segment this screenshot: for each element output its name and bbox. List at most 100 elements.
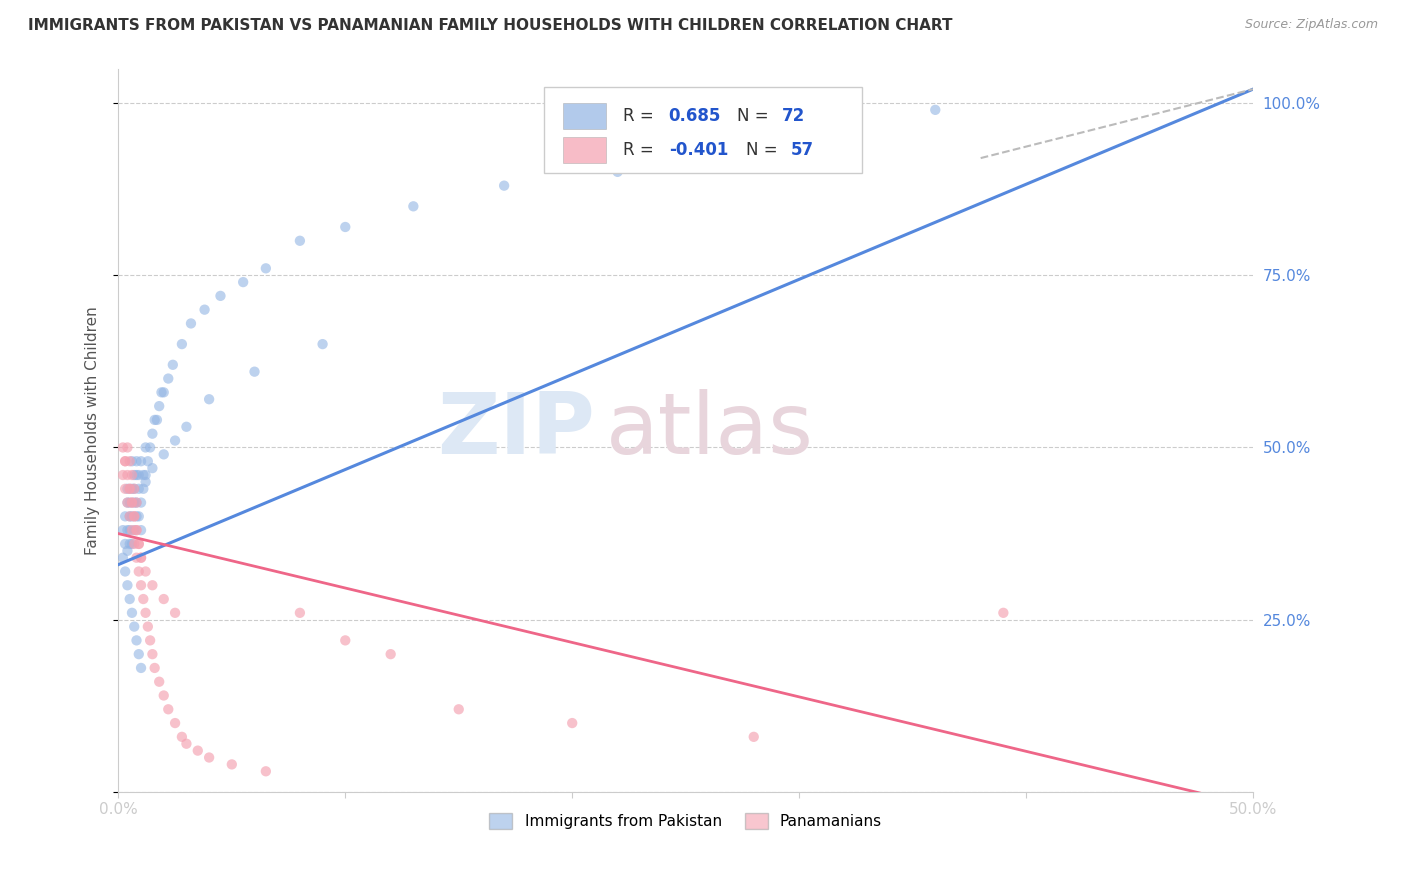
Point bbox=[122, 495, 145, 509]
Point bbox=[118, 495, 141, 509]
Point bbox=[132, 482, 155, 496]
Point bbox=[128, 482, 150, 496]
Point bbox=[118, 482, 141, 496]
Point bbox=[165, 434, 187, 448]
Point bbox=[125, 633, 148, 648]
Point bbox=[121, 606, 143, 620]
Point bbox=[114, 509, 136, 524]
Point bbox=[121, 454, 143, 468]
Point bbox=[143, 661, 166, 675]
Point bbox=[122, 482, 145, 496]
Point bbox=[187, 744, 209, 758]
Text: 0.685: 0.685 bbox=[669, 107, 721, 125]
Point bbox=[139, 633, 162, 648]
Text: N =: N = bbox=[745, 141, 783, 159]
Point bbox=[125, 495, 148, 509]
Point bbox=[114, 454, 136, 468]
Point bbox=[128, 537, 150, 551]
Point bbox=[118, 509, 141, 524]
Point bbox=[121, 509, 143, 524]
Point bbox=[561, 716, 583, 731]
Text: R =: R = bbox=[623, 141, 659, 159]
Text: atlas: atlas bbox=[606, 389, 814, 472]
Point bbox=[121, 495, 143, 509]
Point bbox=[402, 199, 425, 213]
Point bbox=[209, 289, 232, 303]
Point bbox=[243, 365, 266, 379]
Point bbox=[125, 550, 148, 565]
Point bbox=[118, 482, 141, 496]
Point bbox=[117, 544, 139, 558]
Point bbox=[148, 399, 170, 413]
Point bbox=[117, 468, 139, 483]
Legend: Immigrants from Pakistan, Panamanians: Immigrants from Pakistan, Panamanians bbox=[484, 806, 889, 835]
Point bbox=[194, 302, 217, 317]
Point bbox=[114, 537, 136, 551]
Point bbox=[129, 578, 152, 592]
Point bbox=[165, 606, 187, 620]
Point bbox=[111, 441, 134, 455]
FancyBboxPatch shape bbox=[564, 136, 606, 163]
Point bbox=[122, 619, 145, 633]
Point bbox=[117, 482, 139, 496]
Point bbox=[117, 495, 139, 509]
Point bbox=[176, 419, 198, 434]
Point bbox=[122, 509, 145, 524]
Point bbox=[254, 764, 277, 779]
Text: N =: N = bbox=[737, 107, 773, 125]
Point bbox=[132, 468, 155, 483]
Point bbox=[128, 565, 150, 579]
Point bbox=[117, 441, 139, 455]
Point bbox=[125, 468, 148, 483]
Point bbox=[157, 702, 180, 716]
Point bbox=[924, 103, 946, 117]
Point bbox=[170, 337, 193, 351]
FancyBboxPatch shape bbox=[544, 87, 862, 173]
Point bbox=[180, 317, 202, 331]
Point bbox=[152, 689, 174, 703]
Point bbox=[157, 371, 180, 385]
Point bbox=[494, 178, 516, 193]
Text: ZIP: ZIP bbox=[437, 389, 595, 472]
Point bbox=[128, 509, 150, 524]
Point bbox=[111, 523, 134, 537]
Point bbox=[118, 454, 141, 468]
Point bbox=[288, 234, 311, 248]
Point bbox=[152, 385, 174, 400]
Point bbox=[176, 737, 198, 751]
Point bbox=[122, 509, 145, 524]
Point bbox=[135, 441, 157, 455]
Point bbox=[129, 495, 152, 509]
Point bbox=[125, 495, 148, 509]
Point bbox=[141, 647, 163, 661]
Point bbox=[232, 275, 254, 289]
Point bbox=[128, 468, 150, 483]
Point bbox=[139, 441, 162, 455]
Point bbox=[117, 495, 139, 509]
Point bbox=[198, 392, 221, 407]
Point bbox=[135, 475, 157, 489]
Point bbox=[125, 509, 148, 524]
Point bbox=[129, 661, 152, 675]
Point bbox=[125, 523, 148, 537]
Y-axis label: Family Households with Children: Family Households with Children bbox=[86, 306, 100, 555]
Point bbox=[335, 219, 357, 234]
Text: -0.401: -0.401 bbox=[669, 141, 728, 159]
Point bbox=[114, 482, 136, 496]
Point bbox=[141, 578, 163, 592]
Point bbox=[121, 523, 143, 537]
Point bbox=[148, 674, 170, 689]
Text: IMMIGRANTS FROM PAKISTAN VS PANAMANIAN FAMILY HOUSEHOLDS WITH CHILDREN CORRELATI: IMMIGRANTS FROM PAKISTAN VS PANAMANIAN F… bbox=[28, 18, 953, 33]
Point bbox=[121, 537, 143, 551]
Point bbox=[114, 454, 136, 468]
Point bbox=[311, 337, 333, 351]
Text: Source: ZipAtlas.com: Source: ZipAtlas.com bbox=[1244, 18, 1378, 31]
Point bbox=[152, 592, 174, 607]
Point bbox=[111, 550, 134, 565]
Point bbox=[118, 523, 141, 537]
Point bbox=[335, 633, 357, 648]
Point bbox=[117, 578, 139, 592]
Point bbox=[125, 454, 148, 468]
Text: 72: 72 bbox=[782, 107, 806, 125]
Point bbox=[125, 523, 148, 537]
